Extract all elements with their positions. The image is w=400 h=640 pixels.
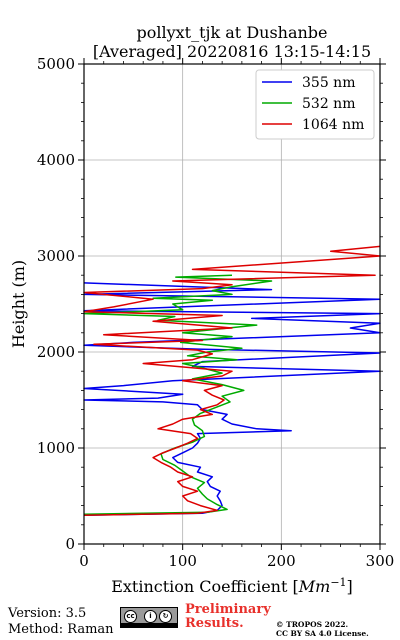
cc-icon: cc [124,610,137,623]
cc-license-badge: cc i ↻ [120,607,178,628]
y-tick-label: 5000 [37,55,75,73]
x-tick-label: 0 [79,552,89,570]
preliminary-line2: Results. [185,616,244,631]
x-tick-label: 200 [267,552,296,570]
copyright-notice: © TROPOS 2022. CC BY SA 4.0 License. [276,620,369,638]
legend: 355 nm 532 nm 1064 nm [255,69,375,140]
x-axis-label: Extinction Coefficient [Mm−1] [111,576,353,596]
y-tick-label: 2000 [37,343,75,361]
sa-icon: ↻ [159,610,172,623]
y-axis-label: Height (m) [9,260,28,348]
version-info: Version: 3.5 Method: Raman [8,606,114,638]
y-tick-label: 0 [65,535,75,553]
preliminary-line1: Preliminary [185,602,271,617]
series-line [83,245,381,516]
copyright-line1: © TROPOS 2022. [276,620,349,629]
x-tick-label: 300 [366,552,395,570]
by-icon: i [144,610,157,623]
y-tick-label: 4000 [37,151,75,169]
x-tick-label: 100 [168,552,197,570]
legend-label: 1064 nm [302,117,364,133]
data-series [83,245,381,516]
plot-frame [83,63,381,545]
copyright-line2: CC BY SA 4.0 License. [276,629,369,638]
y-tick-label: 3000 [37,247,75,265]
legend-label: 355 nm [302,75,355,91]
preliminary-notice: Preliminary Results. [185,603,271,631]
legend-label: 532 nm [302,96,355,112]
badge-strip [121,623,177,627]
y-tick-label: 1000 [37,439,75,457]
legend-box [255,69,375,140]
version-text: Version: 3.5 [8,606,87,621]
method-text: Method: Raman [8,622,114,637]
series-line [83,282,381,516]
chart-title-line1: pollyxt_tjk at Dushanbe [136,23,327,42]
chart-title-line2: [Averaged] 20220816 13:15-14:15 [93,42,371,61]
extinction-profile-chart: pollyxt_tjk at Dushanbe [Averaged] 20220… [9,23,395,596]
